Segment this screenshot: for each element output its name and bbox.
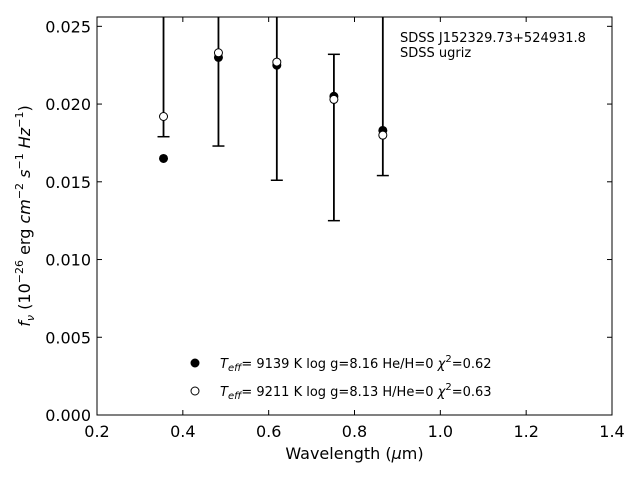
y-tick-label: 0.005 — [45, 328, 91, 347]
legend: Teff= 9139 K log g=8.16 He/H=0 χ2=0.62 Te… — [190, 354, 492, 402]
y-tick-label: 0.025 — [45, 17, 91, 36]
data-point-open — [378, 130, 388, 140]
legend-marker-filled — [190, 358, 200, 368]
legend-marker-open — [190, 386, 200, 396]
data-point-open — [213, 48, 223, 58]
y-axis-label: fν (10−26 erg cm−2 s−1 Hz−1) — [13, 105, 37, 326]
x-tick-label: 0.4 — [170, 422, 195, 441]
data-point-filled — [159, 153, 169, 163]
y-tick-label: 0.010 — [45, 251, 91, 270]
x-tick-label: 1.0 — [428, 422, 453, 441]
errorbars-group — [157, 17, 389, 222]
points-group — [159, 48, 388, 163]
data-point-open — [159, 112, 169, 121]
x-axis-label: Wavelength (μm) — [285, 444, 423, 463]
x-tick-label: 0.2 — [84, 422, 109, 441]
legend-label: Teff= 9139 K log g=8.16 He/H=0 χ2=0.62 — [220, 354, 492, 374]
annotation-filters: SDSS ugriz — [400, 46, 471, 61]
y-tick-label: 0.015 — [45, 173, 91, 192]
x-tick-label: 1.2 — [513, 422, 538, 441]
y-tick-label: 0.020 — [45, 95, 91, 114]
annotation-object-name: SDSS J152329.73+524931.8 — [400, 31, 586, 46]
plot-frame — [96, 16, 613, 416]
x-tick-label: 0.6 — [256, 422, 281, 441]
y-tick-label: 0.000 — [45, 406, 91, 425]
x-tick-label: 1.4 — [599, 422, 624, 441]
ticks-group: 0.2 0.4 0.6 0.8 1.0 1.2 1.4 0.000 0.005 0.010 0.01… — [45, 17, 625, 441]
data-point-open — [329, 94, 339, 104]
x-tick-label: 0.8 — [342, 422, 367, 441]
data-point-open — [272, 57, 282, 67]
legend-label: Teff= 9211 K log g=8.13 H/He=0 χ2=0.63 — [220, 382, 492, 402]
